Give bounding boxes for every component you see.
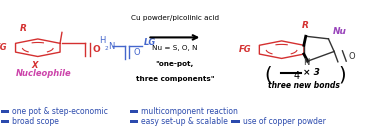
Text: easy set-up & scalable: easy set-up & scalable bbox=[141, 117, 228, 126]
Bar bbox=[1, 120, 9, 123]
Text: ): ) bbox=[338, 66, 346, 85]
Text: × 3: × 3 bbox=[303, 68, 320, 77]
Text: X: X bbox=[31, 61, 38, 70]
Bar bbox=[130, 110, 138, 113]
Text: O: O bbox=[349, 52, 355, 61]
Text: use of copper powder: use of copper powder bbox=[243, 117, 325, 126]
Bar bbox=[130, 120, 138, 123]
Text: multicomponent reaction: multicomponent reaction bbox=[141, 107, 238, 116]
Text: Nu = S, O, N: Nu = S, O, N bbox=[152, 45, 198, 51]
Text: O: O bbox=[133, 48, 140, 57]
Text: R: R bbox=[20, 24, 26, 33]
Text: N: N bbox=[303, 58, 310, 67]
Text: 4: 4 bbox=[294, 71, 300, 81]
Text: three components": three components" bbox=[135, 76, 214, 82]
Bar bbox=[1, 110, 9, 113]
Text: broad scope: broad scope bbox=[12, 117, 59, 126]
Bar bbox=[231, 120, 240, 123]
Text: H: H bbox=[304, 59, 309, 64]
Text: one pot & step-economic: one pot & step-economic bbox=[12, 107, 108, 116]
Text: Nucleophile: Nucleophile bbox=[15, 69, 71, 78]
Text: FG: FG bbox=[0, 43, 8, 52]
Text: FG: FG bbox=[239, 45, 251, 54]
Text: H: H bbox=[99, 35, 105, 45]
Text: Cu powder/picolinic acid: Cu powder/picolinic acid bbox=[131, 15, 219, 21]
Text: LG: LG bbox=[144, 38, 156, 47]
Text: R: R bbox=[302, 21, 308, 30]
Text: $_2$N: $_2$N bbox=[104, 41, 116, 53]
Text: Nu: Nu bbox=[333, 27, 347, 36]
Text: "one-pot,: "one-pot, bbox=[156, 61, 194, 67]
Text: O: O bbox=[93, 45, 101, 54]
Text: (: ( bbox=[265, 66, 272, 85]
Text: three new bonds: three new bonds bbox=[268, 81, 340, 90]
